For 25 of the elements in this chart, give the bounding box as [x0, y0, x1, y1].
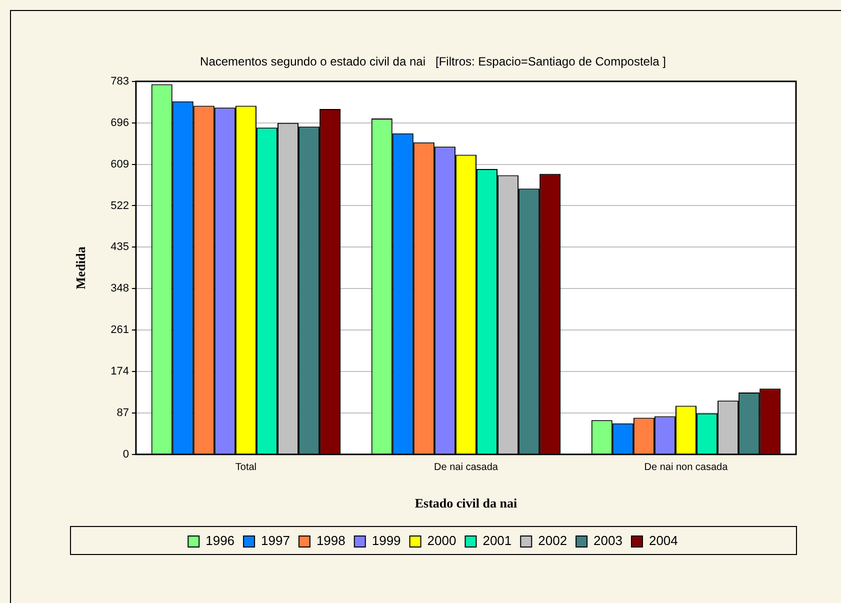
legend-label: 2004 [648, 533, 678, 548]
x-tick-label: Total [235, 462, 257, 474]
x-tick-label: De nai non casada [644, 462, 728, 474]
x-axis-title: Estado civil da nai [414, 496, 518, 511]
legend-label: 1996 [206, 533, 235, 548]
y-tick-label: 435 [110, 241, 129, 254]
y-tick-label: 0 [122, 448, 129, 460]
y-tick-label: 87 [116, 406, 129, 419]
legend-label: 1999 [372, 533, 401, 548]
y-tick-label: 261 [110, 324, 129, 336]
y-tick-label: 783 [110, 75, 129, 88]
legend-label: 2000 [427, 533, 456, 548]
y-tick-label: 348 [110, 282, 129, 295]
legend-label: 2002 [538, 533, 568, 548]
legend-label: 1998 [316, 533, 346, 548]
chart-title: Nacementos segundo o estado civil da nai [Filtros: Espacio=Santiago de Compostela ] [200, 54, 666, 69]
y-tick-label: 522 [110, 200, 129, 212]
legend-label: 1997 [261, 533, 290, 548]
y-axis-title: Medida [73, 246, 88, 290]
y-tick-label: 696 [110, 116, 129, 129]
y-tick-label: 609 [110, 158, 129, 170]
legend-label: 2001 [482, 533, 512, 548]
y-tick-label: 174 [110, 366, 129, 378]
legend-label: 2003 [594, 533, 622, 548]
x-tick-label: De nai casada [434, 462, 498, 474]
